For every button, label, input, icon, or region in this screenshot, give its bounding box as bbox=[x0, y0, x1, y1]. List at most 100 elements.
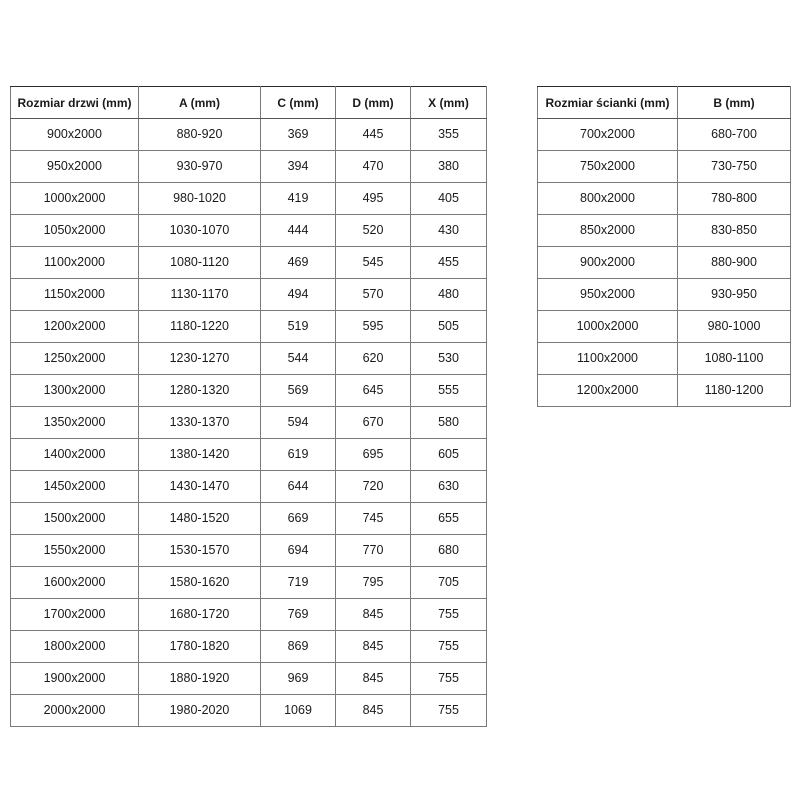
cell-c: 694 bbox=[260, 534, 336, 567]
cell-wall-size: 850x2000 bbox=[537, 214, 678, 247]
cell-door-size: 1600x2000 bbox=[10, 566, 139, 599]
cell-a: 1580-1620 bbox=[138, 566, 261, 599]
cell-a: 1330-1370 bbox=[138, 406, 261, 439]
cell-door-size: 1150x2000 bbox=[10, 278, 139, 311]
table-row: 950x2000 930-970 394 470 380 bbox=[10, 150, 487, 183]
table-row: 1450x2000 1430-1470 644 720 630 bbox=[10, 470, 487, 503]
cell-x: 755 bbox=[410, 694, 487, 727]
table-row: 2000x2000 1980-2020 1069 845 755 bbox=[10, 694, 487, 727]
cell-a: 1130-1170 bbox=[138, 278, 261, 311]
table-row: 900x2000 880-900 bbox=[537, 246, 791, 279]
cell-a: 1780-1820 bbox=[138, 630, 261, 663]
cell-x: 705 bbox=[410, 566, 487, 599]
cell-b: 880-900 bbox=[677, 246, 791, 279]
table-row: 1100x2000 1080-1100 bbox=[537, 342, 791, 375]
cell-b: 680-700 bbox=[677, 118, 791, 151]
cell-d: 795 bbox=[335, 566, 411, 599]
cell-a: 1280-1320 bbox=[138, 374, 261, 407]
table-row: 1150x2000 1130-1170 494 570 480 bbox=[10, 278, 487, 311]
cell-door-size: 1100x2000 bbox=[10, 246, 139, 279]
cell-c: 769 bbox=[260, 598, 336, 631]
cell-b: 830-850 bbox=[677, 214, 791, 247]
table-row: 750x2000 730-750 bbox=[537, 150, 791, 183]
cell-door-size: 1200x2000 bbox=[10, 310, 139, 343]
cell-door-size: 1450x2000 bbox=[10, 470, 139, 503]
cell-c: 494 bbox=[260, 278, 336, 311]
cell-d: 570 bbox=[335, 278, 411, 311]
cell-door-size: 900x2000 bbox=[10, 118, 139, 151]
cell-x: 355 bbox=[410, 118, 487, 151]
cell-c: 869 bbox=[260, 630, 336, 663]
door-table-header: Rozmiar drzwi (mm) A (mm) C (mm) D (mm) … bbox=[10, 86, 487, 119]
cell-door-size: 1550x2000 bbox=[10, 534, 139, 567]
cell-x: 555 bbox=[410, 374, 487, 407]
cell-a: 1430-1470 bbox=[138, 470, 261, 503]
cell-d: 470 bbox=[335, 150, 411, 183]
cell-a: 1980-2020 bbox=[138, 694, 261, 727]
cell-x: 755 bbox=[410, 630, 487, 663]
cell-b: 930-950 bbox=[677, 278, 791, 311]
cell-c: 394 bbox=[260, 150, 336, 183]
cell-a: 930-970 bbox=[138, 150, 261, 183]
cell-door-size: 1900x2000 bbox=[10, 662, 139, 695]
cell-wall-size: 700x2000 bbox=[537, 118, 678, 151]
table-header-row: Rozmiar ścianki (mm) B (mm) bbox=[537, 86, 791, 119]
cell-d: 445 bbox=[335, 118, 411, 151]
cell-c: 1069 bbox=[260, 694, 336, 727]
column-header-c: C (mm) bbox=[260, 86, 336, 119]
cell-wall-size: 1100x2000 bbox=[537, 342, 678, 375]
cell-d: 495 bbox=[335, 182, 411, 215]
cell-d: 520 bbox=[335, 214, 411, 247]
column-header-b: B (mm) bbox=[677, 86, 791, 119]
cell-a: 1230-1270 bbox=[138, 342, 261, 375]
table-row: 1100x2000 1080-1120 469 545 455 bbox=[10, 246, 487, 279]
cell-d: 695 bbox=[335, 438, 411, 471]
column-header-wall-size: Rozmiar ścianki (mm) bbox=[537, 86, 678, 119]
cell-x: 530 bbox=[410, 342, 487, 375]
table-row: 1000x2000 980-1000 bbox=[537, 310, 791, 343]
cell-a: 880-920 bbox=[138, 118, 261, 151]
cell-d: 770 bbox=[335, 534, 411, 567]
cell-d: 845 bbox=[335, 694, 411, 727]
cell-c: 619 bbox=[260, 438, 336, 471]
cell-door-size: 1800x2000 bbox=[10, 630, 139, 663]
cell-c: 469 bbox=[260, 246, 336, 279]
door-table-body: 900x2000 880-920 369 445 355 950x2000 930-970 3… bbox=[10, 118, 487, 727]
cell-b: 1080-1100 bbox=[677, 342, 791, 375]
table-row: 1250x2000 1230-1270 544 620 530 bbox=[10, 342, 487, 375]
column-header-door-size: Rozmiar drzwi (mm) bbox=[10, 86, 139, 119]
cell-door-size: 950x2000 bbox=[10, 150, 139, 183]
cell-door-size: 1300x2000 bbox=[10, 374, 139, 407]
cell-door-size: 1700x2000 bbox=[10, 598, 139, 631]
table-row: 1300x2000 1280-1320 569 645 555 bbox=[10, 374, 487, 407]
cell-door-size: 1050x2000 bbox=[10, 214, 139, 247]
cell-c: 969 bbox=[260, 662, 336, 695]
cell-c: 369 bbox=[260, 118, 336, 151]
cell-a: 1530-1570 bbox=[138, 534, 261, 567]
table-row: 1350x2000 1330-1370 594 670 580 bbox=[10, 406, 487, 439]
cell-b: 980-1000 bbox=[677, 310, 791, 343]
cell-a: 1030-1070 bbox=[138, 214, 261, 247]
table-row: 900x2000 880-920 369 445 355 bbox=[10, 118, 487, 151]
cell-d: 645 bbox=[335, 374, 411, 407]
cell-d: 595 bbox=[335, 310, 411, 343]
table-row: 850x2000 830-850 bbox=[537, 214, 791, 247]
table-row: 1200x2000 1180-1200 bbox=[537, 374, 791, 407]
table-row: 1500x2000 1480-1520 669 745 655 bbox=[10, 502, 487, 535]
cell-c: 444 bbox=[260, 214, 336, 247]
cell-d: 845 bbox=[335, 630, 411, 663]
cell-x: 580 bbox=[410, 406, 487, 439]
cell-x: 605 bbox=[410, 438, 487, 471]
cell-d: 845 bbox=[335, 598, 411, 631]
cell-x: 755 bbox=[410, 598, 487, 631]
cell-b: 730-750 bbox=[677, 150, 791, 183]
cell-wall-size: 900x2000 bbox=[537, 246, 678, 279]
cell-door-size: 1250x2000 bbox=[10, 342, 139, 375]
cell-wall-size: 750x2000 bbox=[537, 150, 678, 183]
cell-x: 505 bbox=[410, 310, 487, 343]
cell-d: 845 bbox=[335, 662, 411, 695]
column-header-d: D (mm) bbox=[335, 86, 411, 119]
wall-table-header: Rozmiar ścianki (mm) B (mm) bbox=[537, 86, 791, 119]
cell-a: 1480-1520 bbox=[138, 502, 261, 535]
cell-c: 544 bbox=[260, 342, 336, 375]
